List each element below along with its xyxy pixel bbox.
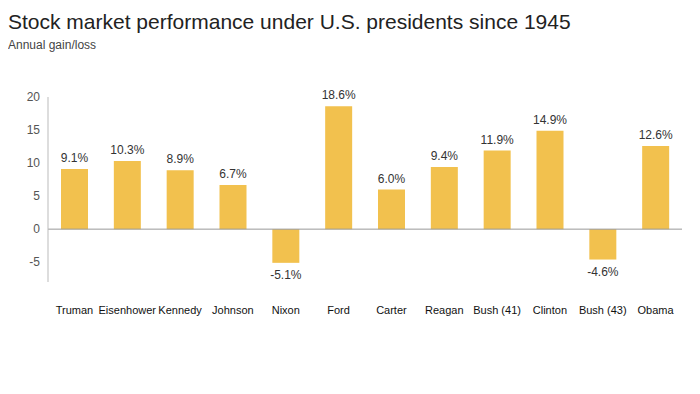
svg-text:Nixon: Nixon <box>272 304 300 316</box>
svg-text:-5: -5 <box>29 255 40 269</box>
svg-text:Carter: Carter <box>376 304 407 316</box>
svg-text:-4.6%: -4.6% <box>587 265 619 279</box>
html-text:Annual gain/loss: Annual gain/loss <box>8 38 97 52</box>
svg-text:0: 0 <box>33 222 40 236</box>
svg-text:Bush (41): Bush (41) <box>473 304 521 316</box>
svg-text:Eisenhower: Eisenhower <box>99 304 157 316</box>
svg-text:18.6%: 18.6% <box>322 88 356 102</box>
svg-text:9.4%: 9.4% <box>431 149 459 163</box>
svg-text:Truman: Truman <box>56 304 94 316</box>
svg-text:9.1%: 9.1% <box>61 151 89 165</box>
svg-text:6.0%: 6.0% <box>378 172 406 186</box>
svg-text:Bush (43): Bush (43) <box>579 304 627 316</box>
svg-text:5: 5 <box>33 189 40 203</box>
svg-text:Ford: Ford <box>327 304 350 316</box>
svg-text:6.7%: 6.7% <box>219 167 247 181</box>
svg-text:10.3%: 10.3% <box>110 143 144 157</box>
svg-text:Kennedy: Kennedy <box>158 304 202 316</box>
svg-text:Obama: Obama <box>638 304 675 316</box>
svg-text:15: 15 <box>27 123 41 137</box>
svg-text:Clinton: Clinton <box>533 304 567 316</box>
svg-text:Johnson: Johnson <box>212 304 254 316</box>
html-text:Stock market performance under: Stock market performance under U.S. pres… <box>8 10 571 33</box>
svg-text:Reagan: Reagan <box>425 304 464 316</box>
svg-text:-5.1%: -5.1% <box>270 268 302 282</box>
svg-text:20: 20 <box>27 90 41 104</box>
svg-text:8.9%: 8.9% <box>166 152 194 166</box>
svg-text:14.9%: 14.9% <box>533 113 567 127</box>
svg-text:11.9%: 11.9% <box>481 133 514 147</box>
svg-text:10: 10 <box>27 156 41 170</box>
svg-text:12.6%: 12.6% <box>639 128 673 142</box>
